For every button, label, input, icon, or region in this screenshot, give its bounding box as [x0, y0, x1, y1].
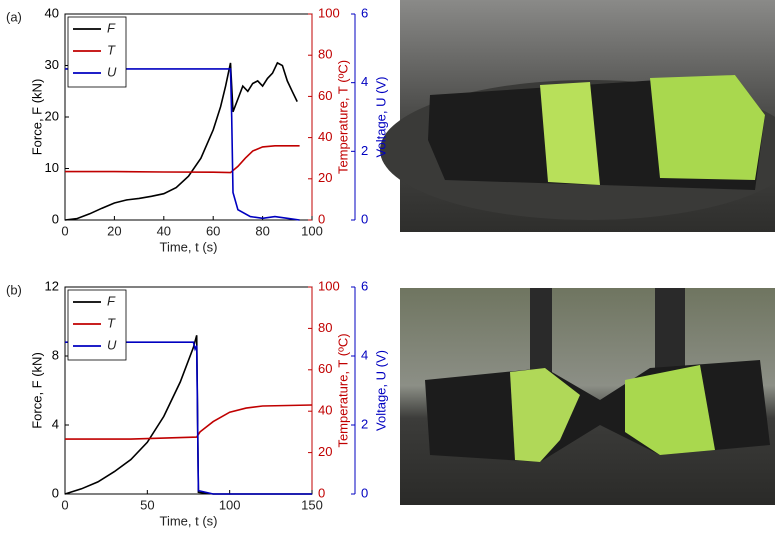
legend-label: F: [107, 20, 116, 35]
y2-tick-label: 20: [318, 444, 332, 459]
x-tick-label: 100: [219, 497, 241, 512]
y-tick-label: 0: [52, 211, 59, 226]
x-tick-label: 50: [140, 497, 154, 512]
legend: FTU: [68, 17, 126, 87]
y-tick-label: 40: [45, 5, 59, 20]
y-tick-label: 12: [45, 278, 59, 293]
photo-a: [380, 0, 775, 232]
y-tick-label: 20: [45, 108, 59, 123]
x-tick-label: 0: [61, 497, 68, 512]
y2-tick-label: 60: [318, 88, 332, 103]
x-tick-label: 80: [255, 223, 269, 238]
legend-label: T: [107, 42, 116, 57]
legend-label: U: [107, 337, 117, 352]
y3-tick-label: 4: [361, 74, 368, 89]
legend-label: F: [107, 293, 116, 308]
legend-box: [68, 17, 126, 87]
panel-label: (b): [6, 282, 22, 297]
y-tick-label: 8: [52, 347, 59, 362]
series-line: [65, 69, 300, 220]
y-tick-label: 10: [45, 160, 59, 175]
legend: FTU: [68, 290, 126, 360]
legend-box: [68, 290, 126, 360]
x-tick-label: 20: [107, 223, 121, 238]
x-axis-title: Time, t (s): [159, 513, 217, 528]
x-tick-label: 40: [157, 223, 171, 238]
y2-tick-label: 100: [318, 278, 340, 293]
x-axis-title: Time, t (s): [159, 239, 217, 254]
y3-tick-label: 2: [361, 143, 368, 158]
y-tick-label: 30: [45, 57, 59, 72]
y2-axis-title: Temperature, T (ºC): [335, 60, 350, 174]
y2-tick-label: 100: [318, 5, 340, 20]
series-line: [65, 146, 300, 173]
series-line: [65, 342, 312, 494]
y3-axis-title: Voltage, U (V): [373, 350, 388, 431]
y3-tick-label: 6: [361, 5, 368, 20]
y2-tick-label: 40: [318, 403, 332, 418]
legend-label: T: [107, 315, 116, 330]
y3-tick-label: 4: [361, 347, 368, 362]
y2-tick-label: 0: [318, 211, 325, 226]
series-line: [65, 405, 312, 439]
panel-label: (a): [6, 9, 22, 24]
y-axis-title: Force, F (kN): [29, 352, 44, 429]
y-axis-title: Force, F (kN): [29, 79, 44, 156]
y3-tick-label: 6: [361, 278, 368, 293]
y3-tick-label: 0: [361, 485, 368, 500]
x-tick-label: 60: [206, 223, 220, 238]
y3-tick-label: 2: [361, 416, 368, 431]
battery-wrap: [540, 82, 600, 185]
y3-axis-title: Voltage, U (V): [373, 77, 388, 158]
y3-tick-label: 0: [361, 211, 368, 226]
y2-tick-label: 0: [318, 485, 325, 500]
photo-b: [400, 288, 775, 505]
y-tick-label: 4: [52, 416, 59, 431]
y-tick-label: 0: [52, 485, 59, 500]
y2-tick-label: 40: [318, 129, 332, 144]
legend-label: U: [107, 64, 117, 79]
y2-tick-label: 80: [318, 320, 332, 335]
page: {"chart_data": [ {"type": "line", "panel…: [0, 0, 775, 538]
figure: (a)0204060801000102030400204060801000246…: [0, 0, 775, 538]
x-tick-label: 0: [61, 223, 68, 238]
y2-axis-title: Temperature, T (ºC): [335, 333, 350, 447]
y2-tick-label: 20: [318, 170, 332, 185]
y2-tick-label: 60: [318, 361, 332, 376]
y2-tick-label: 80: [318, 47, 332, 62]
